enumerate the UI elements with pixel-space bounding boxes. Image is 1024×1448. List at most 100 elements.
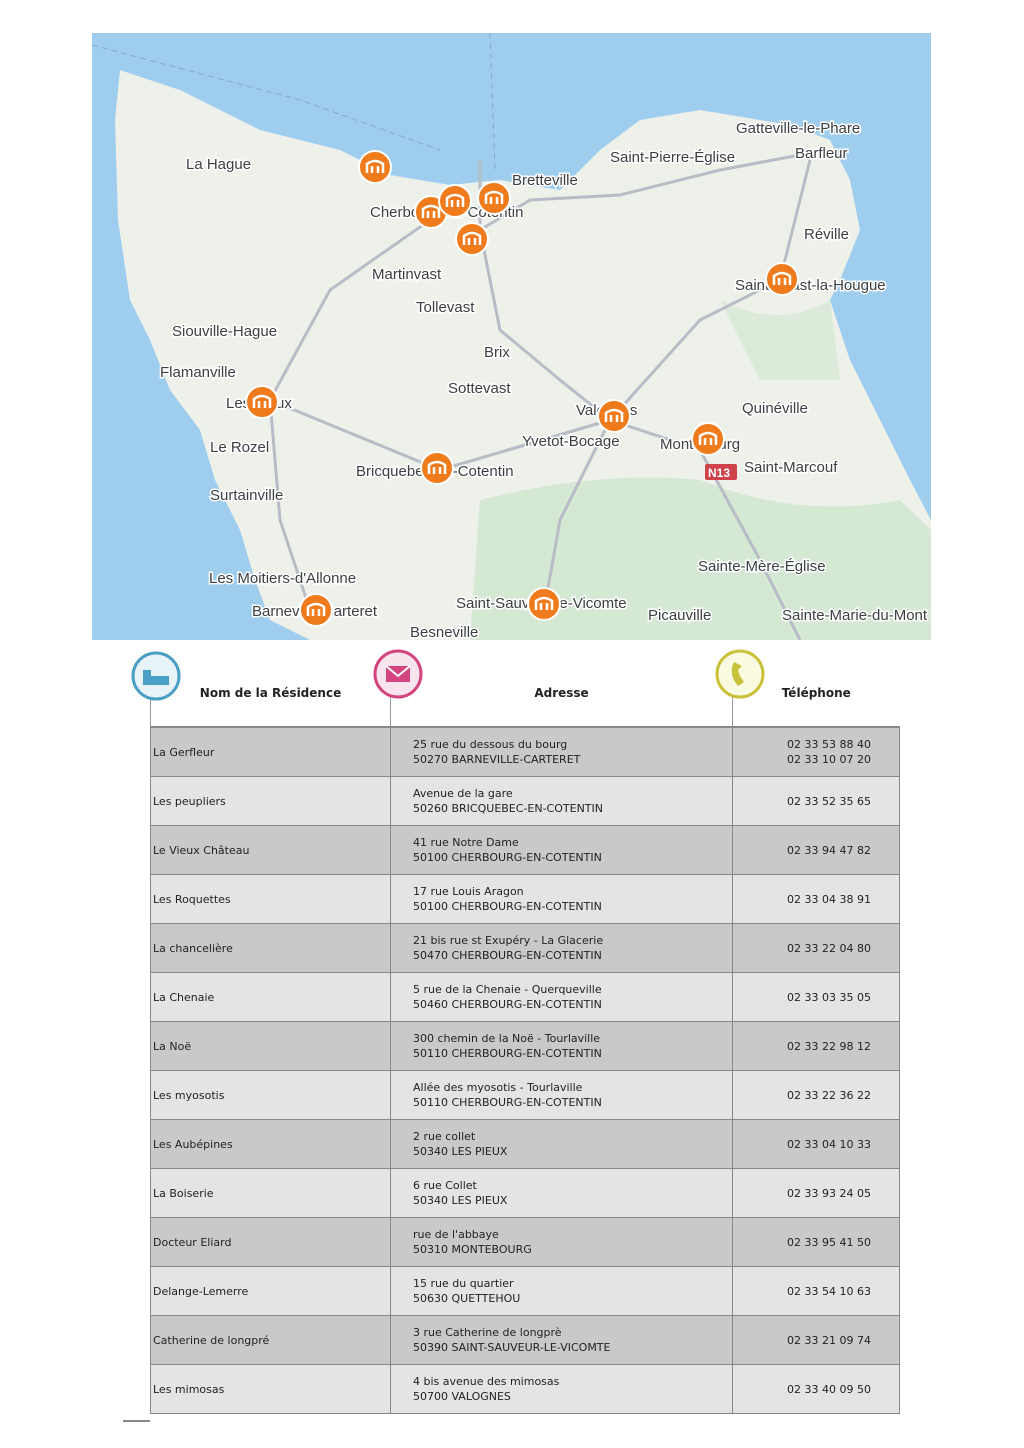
phone-number: 02 33 22 04 80 <box>787 941 871 955</box>
green-area <box>720 300 840 380</box>
table-row: Le Vieux Château 41 rue Notre Dame 50100 C… <box>150 825 900 875</box>
residence-phone: 02 33 93 24 05 <box>732 1168 900 1218</box>
green-area <box>470 477 931 640</box>
table-row: Delange-Lemerre 15 rue du quartier 50630 Q… <box>150 1266 900 1316</box>
residence-name: Les mimosas <box>150 1364 391 1414</box>
table-row: La Boiserie 6 rue Collet 50340 LES PIEUX 02… <box>150 1168 900 1218</box>
phone-number: 02 33 04 10 33 <box>787 1137 871 1151</box>
marker-icon <box>306 602 326 616</box>
residence-name-text: Le Vieux Château <box>153 843 250 857</box>
residence-phone: 02 33 22 04 80 <box>732 923 900 973</box>
place-label: Besneville <box>410 624 478 640</box>
residence-name: La Gerfleur <box>150 726 391 777</box>
marker-icon <box>484 190 504 204</box>
residence-address: 3 rue Catherine de longprè 50390 SAINT-SA… <box>390 1315 733 1365</box>
table-edge <box>123 660 150 1422</box>
place-label: Gatteville-le-Phare <box>736 120 860 137</box>
residence-name: Les peupliers <box>150 776 391 826</box>
residence-marker <box>691 422 725 456</box>
table-row: Les mimosas 4 bis avenue des mimosas 50700… <box>150 1364 900 1414</box>
address-line: 2 rue collet <box>413 1130 476 1143</box>
residence-marker <box>455 222 489 256</box>
header-phone: Téléphone <box>732 660 900 728</box>
marker-circle <box>245 385 279 419</box>
residence-address: 21 bis rue st Exupéry - La Glacerie 50470… <box>390 923 733 973</box>
residence-name: La chancelière <box>150 923 391 973</box>
residence-name-text: Les Aubépines <box>153 1137 233 1151</box>
address-line: rue de l'abbaye <box>413 1228 499 1241</box>
address-line: 50460 CHERBOURG-EN-COTENTIN <box>413 998 602 1011</box>
residence-name-text: La chancelière <box>153 941 233 955</box>
place-label: Saint-Marcouf <box>744 459 838 476</box>
residence-name-text: Les myosotis <box>153 1088 225 1102</box>
residence-phone: 02 33 22 36 22 <box>732 1070 900 1120</box>
table-row: La Gerfleur 25 rue du dessous du bourg 502… <box>150 726 900 777</box>
address-line: 4 bis avenue des mimosas <box>413 1375 560 1388</box>
residence-phone: 02 33 22 98 12 <box>732 1021 900 1071</box>
marker-circle <box>527 587 561 621</box>
phone-number: 02 33 54 10 63 <box>787 1284 871 1298</box>
phone-number: 02 33 95 41 50 <box>787 1235 871 1249</box>
phone-number: 02 33 94 47 82 <box>787 843 871 857</box>
residence-phone: 02 33 04 10 33 <box>732 1119 900 1169</box>
residence-name: La Noë <box>150 1021 391 1071</box>
residence-name: La Boiserie <box>150 1168 391 1218</box>
place-label: Sainte-Marie-du-Mont <box>782 607 928 624</box>
phone-number: 02 33 21 09 74 <box>787 1333 871 1347</box>
phone-number: 02 33 40 09 50 <box>787 1382 871 1396</box>
residence-name-text: La Chenaie <box>153 990 215 1004</box>
residence-name-text: Docteur Eliard <box>153 1235 232 1249</box>
residence-phone: 02 33 95 41 50 <box>732 1217 900 1267</box>
residence-name-text: Les mimosas <box>153 1382 225 1396</box>
place-label: Les Moitiers-d'Allonne <box>209 570 356 587</box>
residence-address: 300 chemin de la Noë - Tourlaville 50110 … <box>390 1021 733 1071</box>
residence-address: 6 rue Collet 50340 LES PIEUX <box>390 1168 733 1218</box>
sea-lines <box>92 33 496 171</box>
residence-phone: 02 33 94 47 82 <box>732 825 900 875</box>
address-line: 6 rue Collet <box>413 1179 477 1192</box>
marker-icon <box>427 460 447 474</box>
phone-number: 02 33 93 24 05 <box>787 1186 871 1200</box>
marker-circle <box>420 451 454 485</box>
residence-marker <box>245 385 279 419</box>
place-label: Picauville <box>648 607 711 624</box>
place-label: La Hague <box>186 156 251 173</box>
place-label: Surtainville <box>210 487 283 504</box>
marker-circle <box>358 150 392 184</box>
place-label: Bretteville <box>512 172 578 189</box>
phone-number: 02 33 10 07 20 <box>787 753 871 766</box>
residence-address: Allée des myosotis - Tourlaville 50110 CH… <box>390 1070 733 1120</box>
place-label: Saint-Vaast-la-Hougue <box>735 277 886 294</box>
phone-number: 02 33 04 38 91 <box>787 892 871 906</box>
table-row: Les Roquettes 17 rue Louis Aragon 50100 CH… <box>150 874 900 924</box>
residence-name: Catherine de longpré <box>150 1315 391 1365</box>
residence-name-text: Les peupliers <box>153 794 226 808</box>
residence-phone: 02 33 52 35 65 <box>732 776 900 826</box>
header-name: Nom de la Résidence <box>150 660 391 728</box>
residence-name-text: Catherine de longpré <box>153 1333 270 1347</box>
residence-name: La Chenaie <box>150 972 391 1022</box>
marker-circle <box>299 593 333 627</box>
residence-phone: 02 33 53 88 40 02 33 10 07 20 <box>732 726 900 777</box>
marker-circle <box>438 184 472 218</box>
residence-phone: 02 33 03 35 05 <box>732 972 900 1022</box>
map: La HagueCherbourg-en-CotentinBretteville… <box>92 33 931 640</box>
table-row: La Chenaie 5 rue de la Chenaie - Querquev… <box>150 972 900 1022</box>
bed-icon <box>131 651 181 701</box>
table-row: Docteur Eliard rue de l'abbaye 50310 MONTE… <box>150 1217 900 1267</box>
residence-phone: 02 33 04 38 91 <box>732 874 900 924</box>
residence-name-text: La Gerfleur <box>153 745 215 759</box>
address-line: Allée des myosotis - Tourlaville <box>413 1081 583 1094</box>
residence-address: 5 rue de la Chenaie - Querqueville 50460 … <box>390 972 733 1022</box>
residence-name-text: La Boiserie <box>153 1186 214 1200</box>
address-line: 50110 CHERBOURG-EN-COTENTIN <box>413 1047 602 1060</box>
marker-icon <box>421 204 441 218</box>
residence-name: Les Aubépines <box>150 1119 391 1169</box>
address-line: 21 bis rue st Exupéry - La Glacerie <box>413 934 604 947</box>
marker-icon <box>462 231 482 245</box>
marker-circle <box>597 399 631 433</box>
residence-table: Nom de la Résidence Adresse Téléphone La… <box>150 660 900 1414</box>
marker-icon <box>604 408 624 422</box>
residence-address: 17 rue Louis Aragon 50100 CHERBOURG-EN-CO… <box>390 874 733 924</box>
residence-address: 25 rue du dessous du bourg 50270 BARNEVIL… <box>390 726 733 777</box>
